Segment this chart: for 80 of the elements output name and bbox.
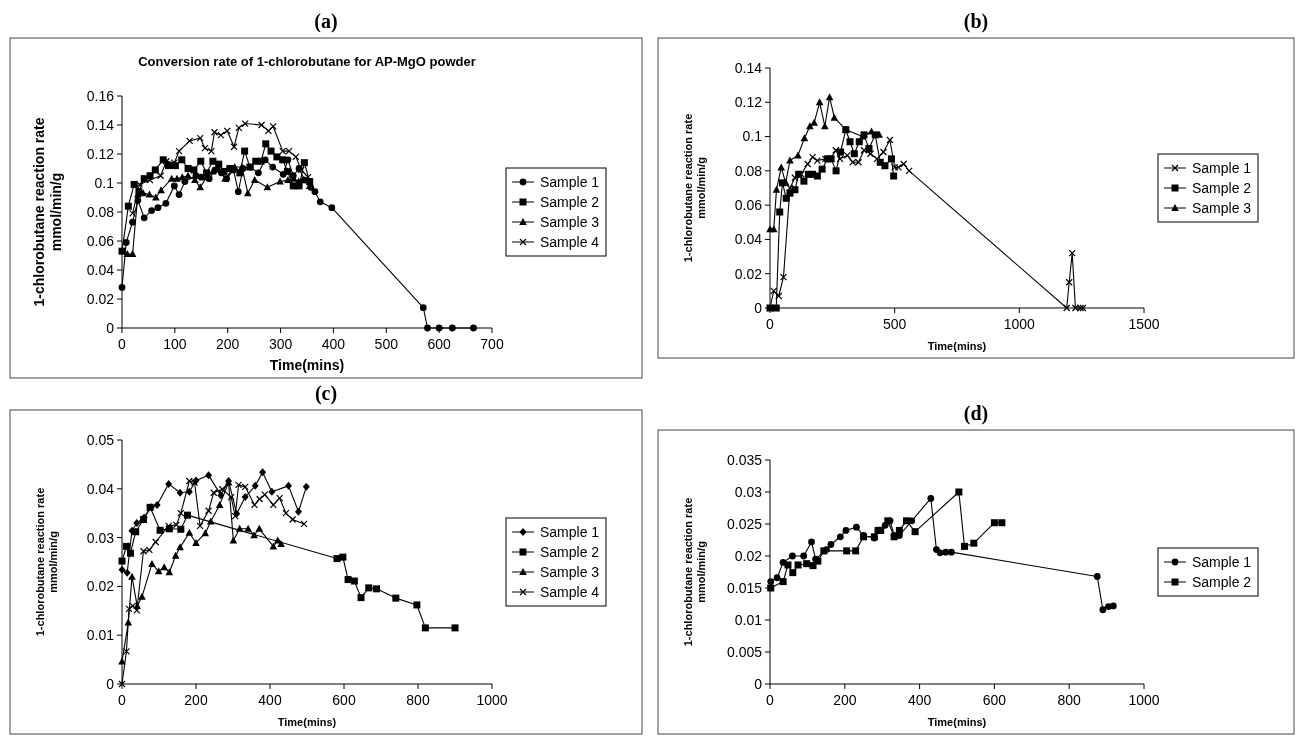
- chart-title: (c): [314, 382, 338, 405]
- x-tick-label: 0: [118, 336, 127, 352]
- y-axis-title: 1-chlorobutane reaction rate mmol/min/g: [682, 497, 708, 647]
- x-tick-label: 300: [268, 336, 293, 352]
- legend-label: Sample 2: [1192, 179, 1252, 196]
- y-tick-label: 0.14: [86, 116, 115, 133]
- y-tick-label: 0.02: [734, 547, 763, 564]
- x-tick-label: 1500: [1128, 316, 1160, 332]
- x-axis-title: Time(mins): [269, 357, 345, 373]
- y-axis-title: 1-chlorobutane reaction rate mmol/min/g: [34, 487, 60, 637]
- y-tick-label: 0.035: [726, 451, 763, 468]
- y-tick-label: 0.02: [734, 265, 763, 282]
- y-tick-label: 0.06: [86, 232, 115, 249]
- x-tick-label: 700: [480, 336, 504, 352]
- legend-label: Sample 1: [540, 173, 600, 190]
- y-tick-label: 0.05: [86, 431, 115, 448]
- x-tick-label: 500: [882, 316, 907, 332]
- legend-label: Sample 1: [1192, 553, 1252, 570]
- x-tick-label: 600: [332, 692, 356, 708]
- x-tick-label: 800: [406, 692, 430, 708]
- x-tick-label: 400: [258, 692, 282, 708]
- chart-title: (a): [314, 10, 338, 33]
- y-tick-label: 0.02: [86, 290, 115, 307]
- x-tick-label: 200: [833, 692, 857, 708]
- x-tick-label: 0: [766, 316, 775, 332]
- legend-label: Sample 3: [540, 563, 600, 580]
- y-tick-label: 0.005: [726, 643, 763, 660]
- legend-label: Sample 2: [540, 543, 600, 560]
- y-tick-label: 0.03: [86, 529, 115, 546]
- y-tick-label: 0.12: [86, 145, 115, 162]
- y-tick-label: 0.04: [86, 480, 115, 497]
- x-tick-label: 0: [118, 692, 127, 708]
- x-tick-label: 600: [982, 692, 1007, 708]
- y-tick-label: 0.14: [734, 59, 763, 76]
- y-tick-label: 0.06: [734, 197, 763, 214]
- x-tick-label: 1000: [476, 692, 508, 708]
- y-tick-label: 0: [106, 675, 115, 692]
- x-axis-title: Time(mins): [277, 716, 337, 728]
- legend-label: Sample 1: [1192, 159, 1252, 176]
- y-tick-label: 0.01: [734, 611, 763, 628]
- y-tick-label: 0.015: [726, 579, 763, 596]
- legend-label: Sample 4: [540, 583, 600, 600]
- y-tick-label: 0.04: [86, 261, 115, 278]
- y-tick-label: 0.1: [742, 128, 763, 145]
- chart-subtitle: Conversion rate of 1-chlorobutane for AP-MgO powder: [138, 54, 476, 69]
- legend-label: Sample 3: [1192, 199, 1252, 216]
- y-tick-label: 0: [754, 299, 763, 316]
- y-tick-label: 0.1: [94, 174, 115, 191]
- y-tick-label: 0.12: [734, 94, 763, 111]
- x-tick-label: 400: [321, 336, 346, 352]
- legend-label: Sample 4: [540, 233, 600, 250]
- y-tick-label: 0.16: [86, 87, 115, 104]
- y-tick-label: 0: [754, 675, 763, 692]
- y-axis-title: 1-chlorobutane reaction rate mmol/min/g: [31, 117, 64, 307]
- y-tick-label: 0.04: [734, 231, 763, 248]
- x-axis-title: Time(mins): [927, 340, 987, 352]
- y-axis-title: 1-chlorobutane reaction rate mmol/min/g: [682, 113, 708, 263]
- x-tick-label: 200: [184, 692, 208, 708]
- y-tick-label: 0.03: [734, 483, 763, 500]
- chart-title: (d): [963, 402, 989, 425]
- y-tick-label: 0.02: [86, 578, 115, 595]
- x-tick-label: 0: [766, 692, 775, 708]
- x-tick-label: 1000: [1003, 316, 1036, 332]
- legend-label: Sample 3: [540, 213, 600, 230]
- x-tick-label: 800: [1057, 692, 1082, 708]
- legend-label: Sample 2: [540, 193, 600, 210]
- legend-label: Sample 2: [1192, 573, 1252, 590]
- x-tick-label: 1000: [1128, 692, 1160, 708]
- chart-title: (b): [963, 10, 989, 33]
- x-tick-label: 600: [427, 336, 452, 352]
- x-tick-label: 200: [216, 336, 240, 352]
- y-tick-label: 0.08: [86, 203, 115, 220]
- x-tick-label: 100: [163, 336, 187, 352]
- x-axis-title: Time(mins): [927, 716, 987, 728]
- x-tick-label: 500: [374, 336, 399, 352]
- y-tick-label: 0.025: [726, 515, 763, 532]
- y-tick-label: 0.01: [86, 627, 115, 644]
- legend-label: Sample 1: [540, 523, 600, 540]
- x-tick-label: 400: [907, 692, 932, 708]
- y-tick-label: 0.08: [734, 162, 763, 179]
